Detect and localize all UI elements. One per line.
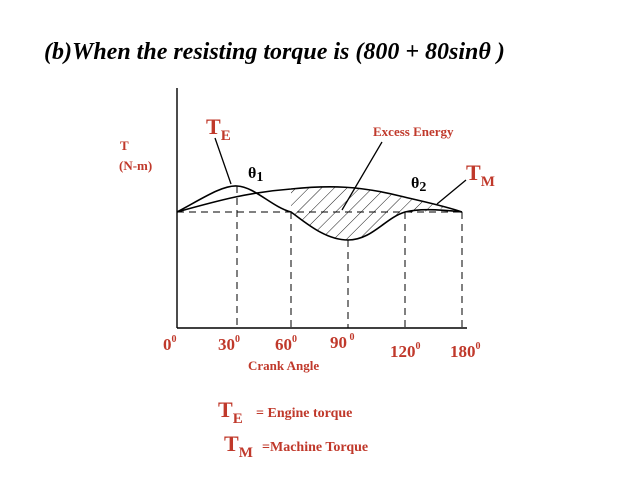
engine-torque-curve: [176, 185, 463, 241]
legend-machine-symbol: TM: [224, 431, 253, 461]
legend-engine-symbol: TE: [218, 397, 243, 427]
tick-label-30: 300: [218, 334, 240, 354]
tick-label-180: 1800: [450, 341, 481, 361]
y-axis-label-line1: T: [120, 138, 129, 153]
y-axis-label-line2: (N-m): [119, 158, 152, 173]
tick-label-0: 00: [163, 334, 177, 354]
legend-engine-desc: = Engine torque: [256, 406, 352, 421]
page-title: (b)When the resisting torque is (800 + 8…: [44, 39, 505, 65]
legend: TE = Engine torque TM =Machine Torque: [218, 397, 368, 461]
legend-machine-desc: =Machine Torque: [262, 440, 368, 455]
engine-torque-pointer: [214, 137, 232, 185]
theta1-label: θ1: [248, 165, 263, 185]
engine-torque-label: TE: [206, 114, 231, 144]
excess-energy-label: Excess Energy: [373, 124, 454, 139]
theta2-label: θ2: [411, 175, 426, 195]
machine-torque-pointer: [436, 179, 467, 205]
tick-label-60: 600: [275, 334, 297, 354]
tick-label-90: 90 0: [330, 332, 355, 352]
excess-energy-region: [291, 187, 448, 240]
machine-torque-curve: [176, 186, 463, 213]
excess-energy-pointer: [341, 141, 383, 211]
machine-torque-label: TM: [466, 160, 495, 190]
x-axis-label: Crank Angle: [248, 358, 319, 373]
tick-label-120: 1200: [390, 341, 421, 361]
